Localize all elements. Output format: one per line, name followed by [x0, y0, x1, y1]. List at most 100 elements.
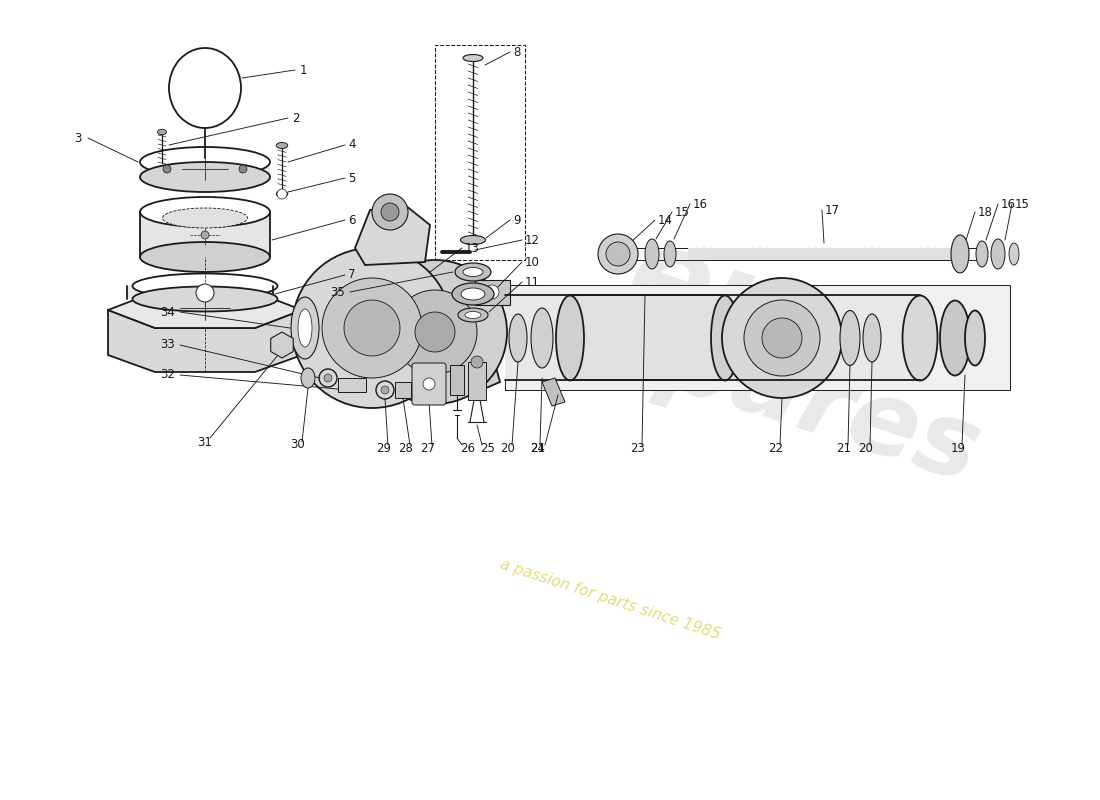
- Circle shape: [292, 248, 452, 408]
- Text: 9: 9: [513, 214, 520, 226]
- Ellipse shape: [902, 295, 937, 381]
- Ellipse shape: [276, 142, 288, 149]
- Circle shape: [324, 374, 332, 382]
- Circle shape: [424, 378, 434, 390]
- Polygon shape: [330, 262, 500, 395]
- Circle shape: [277, 189, 287, 199]
- Ellipse shape: [976, 241, 988, 267]
- Ellipse shape: [292, 297, 319, 359]
- Circle shape: [485, 285, 499, 299]
- Circle shape: [762, 318, 802, 358]
- Polygon shape: [505, 285, 1010, 390]
- Bar: [450, 365, 464, 395]
- Bar: [505, 295, 920, 380]
- Text: 21: 21: [836, 442, 851, 454]
- Circle shape: [372, 194, 408, 230]
- Text: 22: 22: [769, 442, 783, 454]
- Bar: [338, 378, 366, 392]
- Bar: [395, 382, 411, 398]
- Polygon shape: [108, 310, 302, 372]
- Polygon shape: [542, 378, 565, 406]
- Text: 15: 15: [675, 206, 690, 218]
- Bar: [468, 362, 486, 400]
- Text: euro: euro: [613, 216, 947, 424]
- Text: 34: 34: [161, 306, 175, 318]
- Ellipse shape: [965, 310, 985, 366]
- Ellipse shape: [276, 190, 288, 198]
- Circle shape: [163, 165, 170, 173]
- Circle shape: [344, 300, 400, 356]
- Ellipse shape: [455, 263, 491, 281]
- Ellipse shape: [531, 308, 553, 368]
- Text: 21: 21: [530, 442, 546, 454]
- Ellipse shape: [452, 283, 494, 305]
- Text: 32: 32: [161, 369, 175, 382]
- Circle shape: [415, 312, 455, 352]
- Text: 20: 20: [500, 442, 516, 454]
- Text: 31: 31: [198, 435, 212, 449]
- Bar: [128, 286, 273, 299]
- Text: 19: 19: [950, 442, 966, 454]
- Text: 33: 33: [161, 338, 175, 351]
- Polygon shape: [108, 292, 302, 328]
- Text: a passion for parts since 1985: a passion for parts since 1985: [498, 557, 722, 643]
- Circle shape: [722, 278, 842, 398]
- Circle shape: [471, 356, 483, 368]
- Text: 2: 2: [292, 111, 299, 125]
- Circle shape: [393, 290, 477, 374]
- Text: 26: 26: [460, 442, 475, 454]
- Ellipse shape: [864, 314, 881, 362]
- Ellipse shape: [461, 235, 485, 245]
- Bar: [688, 248, 960, 260]
- Circle shape: [606, 242, 630, 266]
- Text: 7: 7: [348, 269, 355, 282]
- Text: 27: 27: [420, 442, 436, 454]
- Text: 16: 16: [1001, 198, 1016, 210]
- Ellipse shape: [458, 308, 488, 322]
- Ellipse shape: [991, 239, 1005, 269]
- Ellipse shape: [301, 368, 315, 388]
- Ellipse shape: [940, 301, 970, 375]
- Text: 29: 29: [376, 442, 392, 454]
- Circle shape: [381, 203, 399, 221]
- Text: 6: 6: [348, 214, 355, 226]
- Ellipse shape: [157, 130, 166, 134]
- Ellipse shape: [840, 310, 860, 366]
- Text: 30: 30: [290, 438, 306, 451]
- Ellipse shape: [952, 235, 969, 273]
- Ellipse shape: [465, 311, 481, 318]
- Circle shape: [201, 231, 209, 239]
- Ellipse shape: [169, 48, 241, 128]
- Circle shape: [322, 278, 422, 378]
- Text: 20: 20: [859, 442, 873, 454]
- Text: 35: 35: [330, 286, 345, 298]
- Polygon shape: [475, 280, 510, 305]
- Ellipse shape: [132, 286, 277, 311]
- Ellipse shape: [298, 309, 312, 347]
- Ellipse shape: [509, 314, 527, 362]
- Ellipse shape: [163, 208, 248, 228]
- Text: 1: 1: [300, 63, 308, 77]
- Text: 25: 25: [480, 442, 495, 454]
- Text: 13: 13: [465, 242, 480, 254]
- Ellipse shape: [140, 197, 270, 227]
- Circle shape: [196, 284, 214, 302]
- Text: 18: 18: [978, 206, 993, 218]
- Bar: [434, 45, 525, 260]
- Polygon shape: [570, 295, 725, 380]
- Text: 3: 3: [75, 131, 82, 145]
- Circle shape: [239, 165, 248, 173]
- Ellipse shape: [664, 241, 676, 267]
- Ellipse shape: [1009, 243, 1019, 265]
- Ellipse shape: [556, 295, 584, 381]
- Text: pares: pares: [648, 306, 992, 504]
- FancyBboxPatch shape: [412, 363, 446, 405]
- Polygon shape: [355, 205, 430, 265]
- Text: 24: 24: [530, 442, 546, 454]
- Circle shape: [363, 260, 507, 404]
- Text: 4: 4: [348, 138, 355, 151]
- Bar: [140, 162, 270, 177]
- Ellipse shape: [711, 295, 739, 381]
- Ellipse shape: [132, 274, 277, 298]
- Text: 12: 12: [525, 234, 540, 246]
